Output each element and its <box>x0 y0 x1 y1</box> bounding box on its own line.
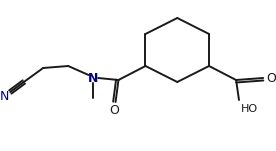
Text: HO: HO <box>241 104 258 114</box>
Text: O: O <box>266 72 276 85</box>
Text: N: N <box>88 72 99 85</box>
Text: N: N <box>0 90 9 103</box>
Text: O: O <box>110 104 120 117</box>
